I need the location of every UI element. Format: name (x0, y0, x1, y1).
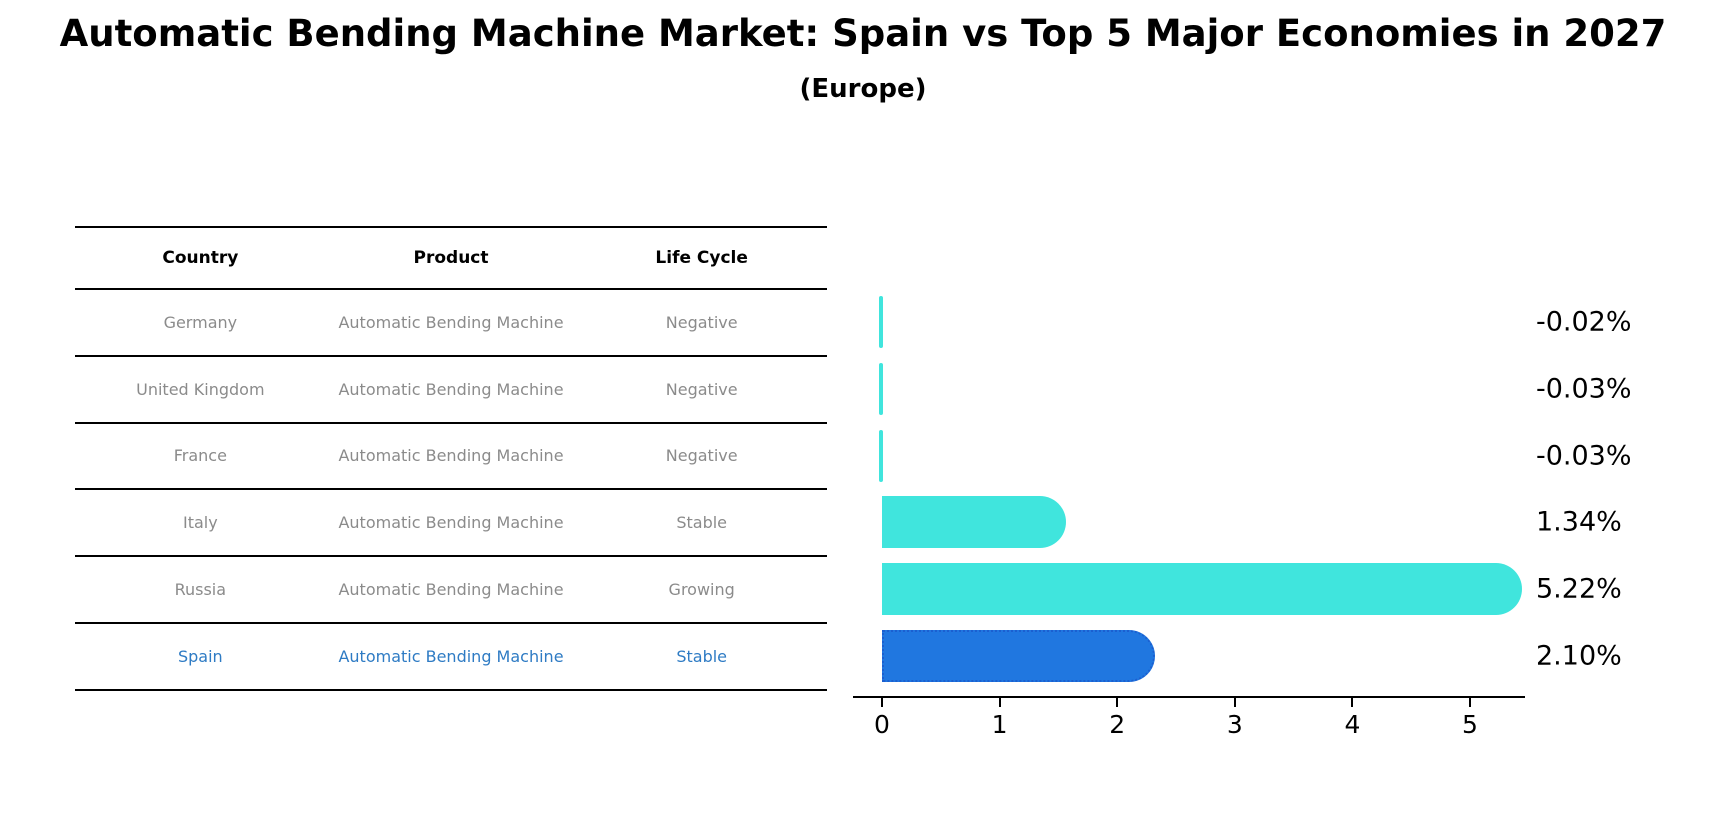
cell-country: Germany (163, 312, 238, 332)
bar-italy (882, 496, 1066, 549)
cell-life-cycle: Stable (676, 646, 728, 666)
cell-country: Italy (182, 513, 218, 533)
table-header-row: Country Product Life Cycle (75, 228, 827, 290)
bar-spain (882, 630, 1155, 682)
cell-country: United Kingdom (136, 379, 265, 399)
table-row-germany: Germany Automatic Bending Machine Negati… (75, 290, 827, 357)
cell-country: France (173, 446, 227, 466)
bar-chart: 0 1 2 3 4 5 (853, 270, 1533, 739)
cell-product: Automatic Bending Machine (338, 379, 564, 399)
table-row-united-kingdom: United Kingdom Automatic Bending Machine… (75, 357, 827, 424)
x-axis-tick-label: 1 (991, 710, 1008, 739)
x-axis-tick (998, 698, 1001, 707)
x-axis-tick-label: 3 (1226, 710, 1243, 739)
value-label-united-kingdom: -0.03% (1536, 373, 1632, 405)
page-title: Automatic Bending Machine Market: Spain … (59, 12, 1667, 55)
cell-life-cycle: Stable (676, 513, 728, 533)
bar-germany (879, 296, 883, 348)
column-header-product: Product (413, 248, 489, 268)
table-row-france: France Automatic Bending Machine Negativ… (75, 424, 827, 491)
country-data-table: Country Product Life Cycle Germany Autom… (75, 226, 827, 691)
table-row-russia: Russia Automatic Bending Machine Growing (75, 557, 827, 624)
table-row-italy: Italy Automatic Bending Machine Stable (75, 490, 827, 558)
x-axis-line (853, 695, 1525, 698)
cell-life-cycle: Negative (665, 446, 738, 466)
x-axis-tick-label: 2 (1109, 710, 1126, 739)
bar-united-kingdom (879, 362, 883, 415)
x-axis-tick (1469, 698, 1471, 707)
cell-product: Automatic Bending Machine (338, 646, 564, 666)
value-label-italy: 1.34% (1536, 506, 1622, 538)
cell-life-cycle: Negative (665, 312, 738, 332)
cell-country: Spain (177, 646, 223, 666)
value-label-france: -0.03% (1536, 440, 1632, 472)
x-axis-tick (881, 698, 883, 707)
cell-life-cycle: Negative (665, 379, 738, 399)
bar-russia (882, 563, 1522, 616)
x-axis-tick-label: 5 (1462, 710, 1478, 739)
cell-product: Automatic Bending Machine (338, 580, 564, 600)
column-header-life-cycle: Life Cycle (655, 248, 748, 268)
table-row-spain: Spain Automatic Bending Machine Stable (75, 624, 827, 691)
value-label-germany: -0.02% (1536, 306, 1632, 338)
x-axis-tick (1351, 698, 1354, 707)
page-subtitle: (Europe) (799, 74, 927, 104)
x-axis-tick-label: 4 (1344, 710, 1361, 739)
bar-france (879, 429, 883, 482)
cell-product: Automatic Bending Machine (338, 513, 564, 533)
column-header-country: Country (162, 248, 239, 268)
cell-life-cycle: Growing (668, 580, 735, 600)
cell-country: Russia (174, 580, 227, 600)
x-axis-tick-label: 0 (874, 710, 890, 739)
x-axis-tick (1233, 698, 1236, 707)
x-axis-tick (1116, 698, 1119, 707)
cell-product: Automatic Bending Machine (338, 312, 564, 332)
value-label-russia: 5.22% (1536, 573, 1622, 605)
value-label-spain: 2.10% (1536, 640, 1622, 672)
cell-product: Automatic Bending Machine (338, 446, 564, 466)
